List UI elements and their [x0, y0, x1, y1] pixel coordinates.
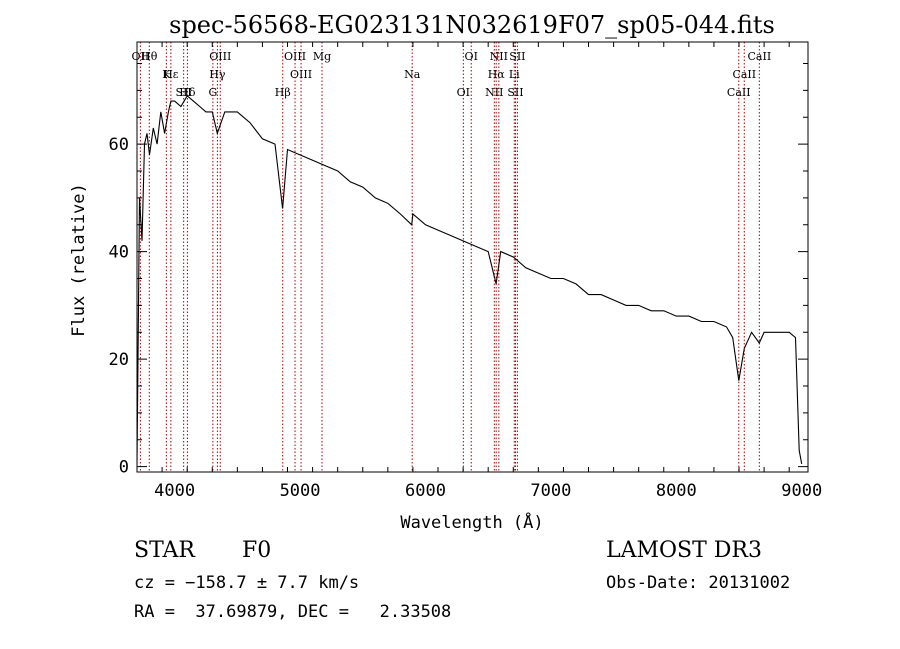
y-tick-label: 20 — [109, 350, 129, 370]
line-marker-label: CaII — [732, 68, 756, 81]
x-tick-label: 4000 — [154, 481, 195, 501]
spectrum-line — [137, 94, 803, 465]
line-marker-label: Na — [404, 68, 421, 81]
x-tick-label: 5000 — [280, 481, 321, 501]
y-axis-label: Flux (relative) — [69, 183, 89, 337]
line-marker-label: OIII — [284, 50, 306, 63]
line-markers — [139, 42, 760, 472]
survey-label: LAMOST DR3 — [606, 538, 762, 563]
plot-frame — [136, 41, 809, 473]
coordinates: RA = 37.69879, DEC = 2.33508 — [134, 602, 452, 622]
line-marker-labels: Hθ K Hδ OII Hε SII OIII Hγ G OIII OIII Hβ Mg Na OI OI Hα… — [132, 50, 772, 99]
line-marker-label: G — [208, 86, 217, 99]
line-marker-label: OIII — [209, 50, 231, 63]
line-marker-label: Hε — [163, 68, 179, 81]
y-tick-label: 0 — [119, 458, 129, 478]
line-marker-label: Hδ — [179, 86, 196, 99]
line-marker-label: Li — [509, 68, 520, 81]
x-tick-label: 9000 — [781, 481, 822, 501]
y-tick-label: 60 — [109, 135, 129, 155]
line-marker-label: Hγ — [209, 68, 226, 81]
observation-date: Obs-Date: 20131002 — [606, 573, 791, 593]
line-marker-label: Mg — [313, 50, 331, 63]
line-marker-label: Hα — [488, 68, 506, 81]
subclass-label: F0 — [242, 538, 272, 563]
x-tick-label: 8000 — [656, 481, 697, 501]
line-marker-label: OII — [132, 50, 150, 63]
chart-title: spec-56568-EG023131N032619F07_sp05-044.f… — [169, 11, 775, 39]
redshift-velocity: cz = −158.7 ± 7.7 km/s — [134, 573, 360, 593]
x-axis-label: Wavelength (Å) — [400, 511, 543, 533]
line-marker-label: Hβ — [275, 86, 291, 99]
line-marker-label: OI — [465, 50, 478, 63]
line-marker-label: OIII — [290, 68, 312, 81]
line-marker-label: CaII — [748, 50, 772, 63]
line-marker-label: K — [162, 68, 171, 81]
x-tick-label: 6000 — [405, 481, 446, 501]
plot-area — [137, 94, 803, 465]
line-marker-label: NII — [490, 50, 508, 63]
line-marker-label: SII — [507, 86, 523, 99]
line-marker-label: SII — [509, 50, 525, 63]
x-tick-label: 7000 — [530, 481, 571, 501]
line-marker-label: NII — [485, 86, 503, 99]
class-label: STAR — [134, 538, 195, 563]
line-marker-label: OI — [457, 86, 470, 99]
axes: 4000 5000 6000 7000 8000 9000 0 20 40 60 — [109, 41, 822, 501]
line-marker-label: CaII — [727, 86, 751, 99]
y-tick-label: 40 — [109, 243, 129, 263]
line-marker-label: Hθ — [141, 50, 158, 63]
